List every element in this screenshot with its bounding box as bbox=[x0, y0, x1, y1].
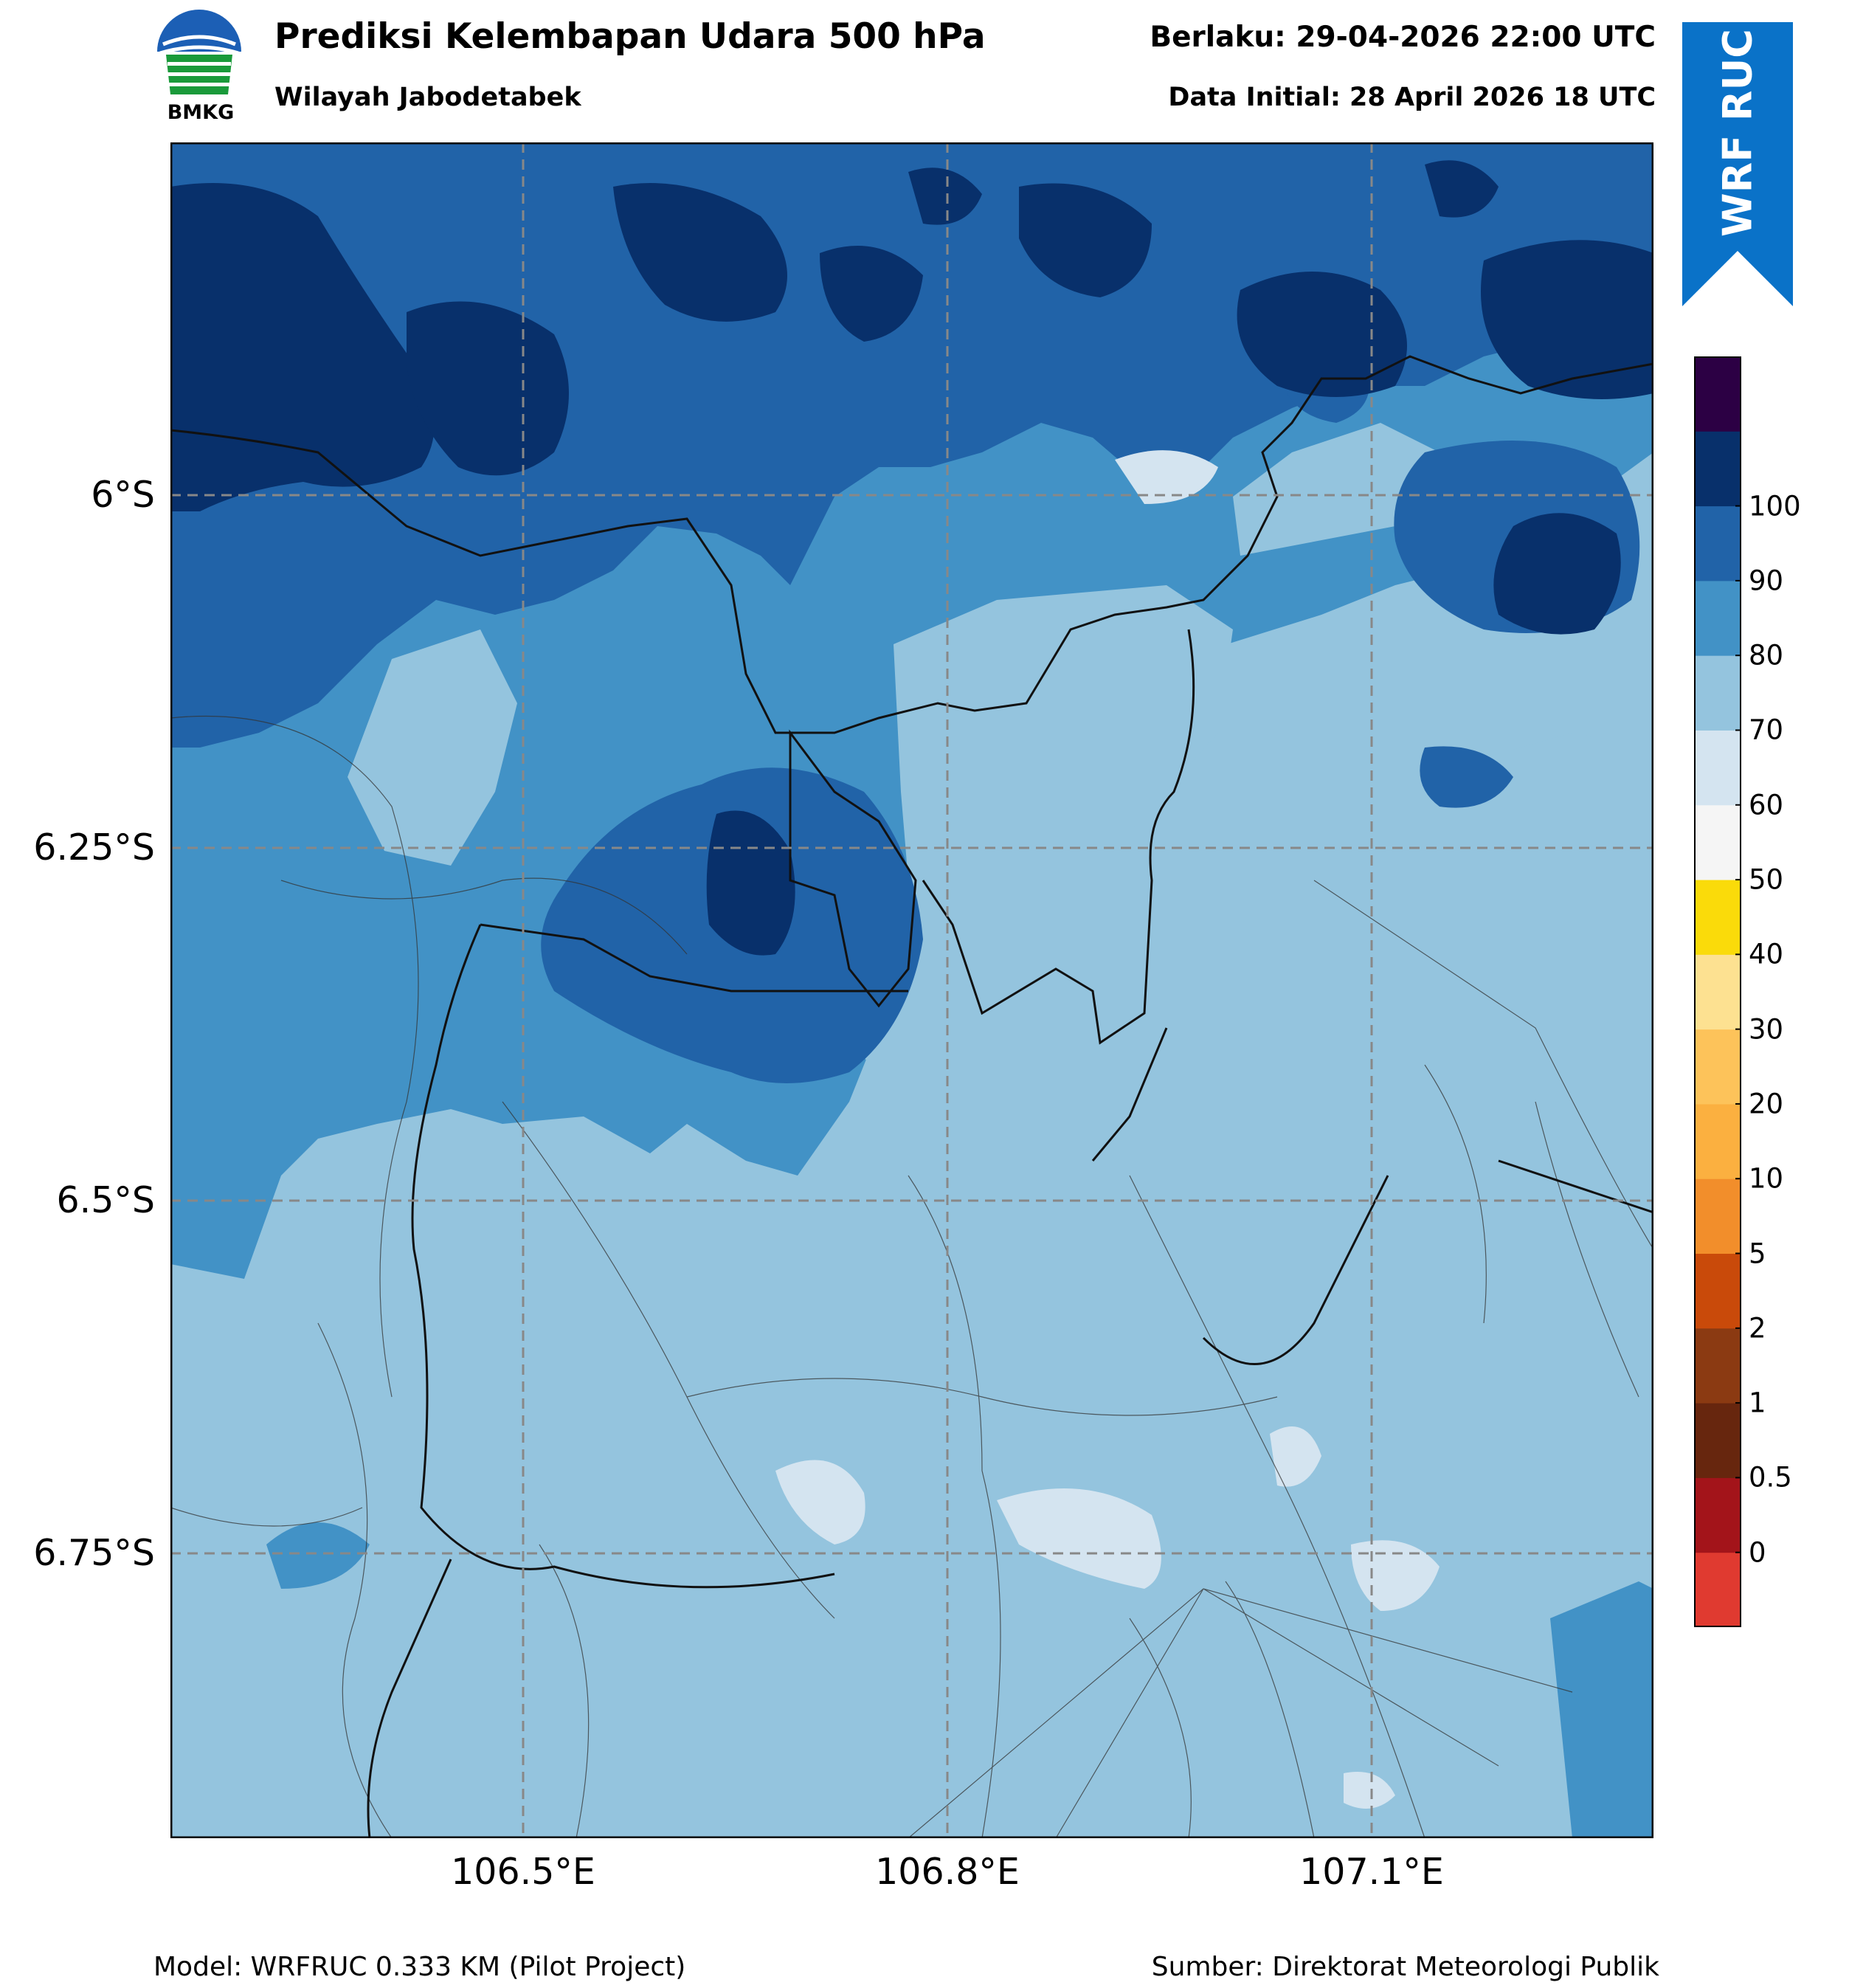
colorbar-bin bbox=[1694, 655, 1741, 731]
humidity-fill-90-100 bbox=[820, 246, 923, 342]
ribbon-label: WRF RUC bbox=[1714, 29, 1761, 237]
humidity-fill-90-100 bbox=[1237, 272, 1407, 397]
humidity-fill-90-100 bbox=[1493, 513, 1621, 635]
humidity-fill-50-60 bbox=[1270, 1426, 1321, 1487]
logo-text: BMKG bbox=[167, 101, 235, 124]
humidity-fill-50-60 bbox=[997, 1488, 1161, 1589]
humidity-fill-60-70 bbox=[348, 629, 517, 866]
colorbar-bin bbox=[1694, 880, 1741, 955]
colorbar-bin bbox=[1694, 730, 1741, 806]
colorbar-label: 90 bbox=[1749, 565, 1784, 597]
colorbar-frame bbox=[1694, 356, 1741, 1627]
colorbar-bin bbox=[1694, 356, 1741, 432]
map-gridlines bbox=[170, 142, 1653, 1838]
humidity-fill-70-80 bbox=[1550, 1581, 1653, 1838]
humidity-fill-90-100 bbox=[407, 301, 569, 476]
colorbar-bin bbox=[1694, 1328, 1741, 1404]
colorbar-bin bbox=[1694, 1477, 1741, 1553]
humidity-fill-90-100 bbox=[1019, 183, 1152, 297]
colorbar-label: 2 bbox=[1749, 1312, 1766, 1345]
province-boundaries bbox=[170, 355, 1653, 1838]
colorbar-bin bbox=[1694, 954, 1741, 1030]
initial-data-time: Data Initial: 28 April 2026 18 UTC bbox=[1168, 83, 1656, 112]
colorbar-bin bbox=[1694, 505, 1741, 581]
colorbar-label: 40 bbox=[1749, 938, 1784, 970]
humidity-fill-90-100 bbox=[1425, 160, 1499, 218]
lat-label-6-25s: 6.25°S bbox=[33, 826, 155, 869]
map-title: Prediksi Kelembapan Udara 500 hPa bbox=[274, 16, 986, 57]
colorbar-label: 60 bbox=[1749, 789, 1784, 821]
colorbar-label: 100 bbox=[1749, 490, 1801, 522]
lat-label-6-5s: 6.5°S bbox=[56, 1179, 155, 1221]
model-credit: Model: WRFRUC 0.333 KM (Pilot Project) bbox=[153, 1952, 686, 1982]
map-frame bbox=[170, 142, 1653, 1838]
lat-label-6s: 6°S bbox=[91, 474, 155, 516]
colorbar-bin bbox=[1694, 580, 1741, 656]
humidity-map bbox=[170, 142, 1653, 1838]
humidity-fill-50-60 bbox=[1344, 1772, 1395, 1809]
lat-label-6-75s: 6.75°S bbox=[33, 1532, 155, 1574]
humidity-fill-90-100 bbox=[908, 168, 982, 225]
humidity-fill-60-70 bbox=[864, 585, 1233, 1102]
colorbar-label: 1 bbox=[1749, 1387, 1766, 1419]
colorbar-label: 30 bbox=[1749, 1013, 1784, 1046]
lon-label-107-1e: 107.1°E bbox=[1299, 1851, 1444, 1893]
colorbar bbox=[1694, 356, 1741, 1627]
colorbar-label: 0.5 bbox=[1749, 1461, 1792, 1494]
humidity-fill-80-90 bbox=[1420, 746, 1513, 808]
humidity-fill-90-100 bbox=[613, 183, 787, 322]
district-boundaries bbox=[170, 715, 1653, 1838]
humidity-fill-50-60 bbox=[1351, 1540, 1440, 1611]
colorbar-label: 50 bbox=[1749, 863, 1784, 896]
humidity-fill-60-70 bbox=[1469, 733, 1653, 917]
colorbar-label: 0 bbox=[1749, 1536, 1766, 1569]
humidity-fill-60-70 bbox=[1233, 423, 1440, 556]
colorbar-bin bbox=[1694, 1253, 1741, 1329]
bmkg-logo bbox=[151, 7, 247, 103]
colorbar-bin bbox=[1694, 1029, 1741, 1105]
valid-time: Berlaku: 29-04-2026 22:00 UTC bbox=[1150, 21, 1656, 54]
colorbar-label: 70 bbox=[1749, 714, 1784, 746]
colorbar-bin bbox=[1694, 804, 1741, 880]
wrf-ruc-ribbon bbox=[1682, 22, 1793, 306]
humidity-fill-90-100 bbox=[170, 183, 435, 511]
humidity-fill-50-60 bbox=[1115, 450, 1218, 504]
lon-label-106-5e: 106.5°E bbox=[451, 1851, 595, 1893]
colorbar-label: 20 bbox=[1749, 1088, 1784, 1120]
colorbar-bin bbox=[1694, 431, 1741, 507]
colorbar-label: 10 bbox=[1749, 1162, 1784, 1195]
colorbar-bin bbox=[1694, 1403, 1741, 1478]
colorbar-label: 5 bbox=[1749, 1238, 1766, 1270]
colorbar-bin bbox=[1694, 1103, 1741, 1179]
source-credit: Sumber: Direktorat Meteorologi Publik bbox=[1151, 1952, 1659, 1982]
map-subtitle: Wilayah Jabodetabek bbox=[274, 83, 581, 112]
colorbar-label: 80 bbox=[1749, 639, 1784, 672]
colorbar-bin bbox=[1694, 1178, 1741, 1254]
humidity-fill-90-100 bbox=[1481, 240, 1653, 399]
lon-label-106-8e: 106.8°E bbox=[875, 1851, 1020, 1893]
humidity-fill-50-60 bbox=[775, 1460, 865, 1545]
colorbar-bin bbox=[1694, 1552, 1741, 1627]
humidity-fill-70-80 bbox=[266, 1522, 370, 1589]
